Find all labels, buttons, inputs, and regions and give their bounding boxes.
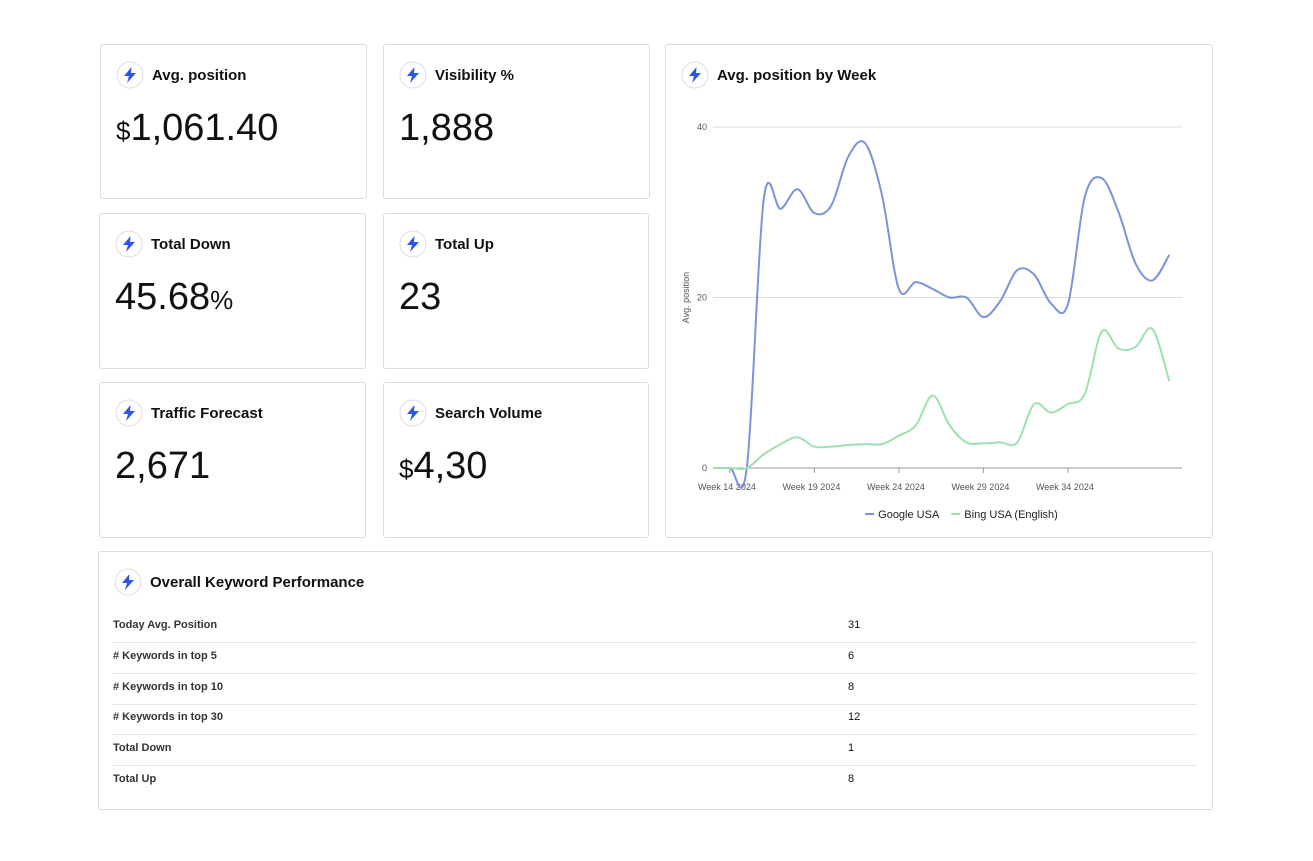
kpi-title: Visibility % <box>435 66 514 84</box>
kpi-card: Avg. position $1,061.40 <box>100 44 367 199</box>
kpi-title: Total Down <box>151 235 231 253</box>
kpi-header: Avg. position <box>116 61 246 89</box>
row-value: 1 <box>848 742 855 755</box>
legend-label: Bing USA (English) <box>964 509 1058 521</box>
row-value: 31 <box>848 619 861 631</box>
icon <box>681 61 709 89</box>
kpi-value: $1,061.40 <box>116 107 278 150</box>
kpi-card: Total Up 23 <box>383 213 649 369</box>
kpi-number: 4,30 <box>413 445 488 487</box>
kpi-card: Traffic Forecast 2,671 <box>99 382 366 538</box>
kpi-prefix: $ <box>116 116 131 146</box>
table-card: Overall Keyword Performance Today Avg. P… <box>98 551 1213 810</box>
y-tick-label: 40 <box>697 122 707 132</box>
table-header: Overall Keyword Performance <box>114 568 364 596</box>
kpi-card: Visibility % 1,888 <box>383 44 650 199</box>
icon <box>115 399 143 427</box>
kpi-title: Search Volume <box>435 404 543 422</box>
kpi-value: 2,671 <box>115 445 210 488</box>
kpi-header: Total Down <box>115 230 231 258</box>
kpi-card: Total Down 45.68% <box>99 213 366 369</box>
kpi-value: 45.68% <box>115 276 233 319</box>
icon <box>114 568 142 596</box>
kpi-number: 23 <box>399 276 442 318</box>
table-row: Total Up 8 <box>113 765 1197 796</box>
kpi-header: Traffic Forecast <box>115 399 263 427</box>
chart-header: Avg. position by Week <box>681 61 876 89</box>
row-value: 12 <box>848 711 861 724</box>
row-label: Total Down <box>113 742 172 755</box>
x-tick-label: Week 24 2024 <box>867 482 925 492</box>
row-label: # Keywords in top 30 <box>113 711 224 724</box>
x-tick-label: Week 19 2024 <box>782 482 840 492</box>
kpi-title: Avg. position <box>152 66 247 84</box>
x-tick-label: Week 34 2024 <box>1036 482 1094 492</box>
chart-title: Avg. position by Week <box>717 66 877 84</box>
y-tick-label: 20 <box>697 293 707 303</box>
kpi-number: 1,061.40 <box>130 107 279 149</box>
kpi-number: 45.68 <box>115 276 211 318</box>
icon <box>115 230 143 258</box>
row-value: 8 <box>848 680 855 693</box>
icon <box>116 61 144 89</box>
table-row: Total Down 1 <box>113 734 1197 767</box>
series-line <box>713 140 1171 489</box>
x-tick-label: Week 29 2024 <box>951 482 1009 492</box>
icon <box>399 399 427 427</box>
row-label: Today Avg. Position <box>113 619 218 631</box>
kpi-header: Search Volume <box>399 399 542 427</box>
kpi-title: Total Up <box>435 235 494 253</box>
row-value: 8 <box>848 773 855 785</box>
x-tick-label: Week 14 2024 <box>698 482 756 492</box>
row-value: 6 <box>848 649 855 662</box>
y-tick-label: 0 <box>702 463 707 473</box>
table-row: Today Avg. Position 31 <box>113 611 1197 643</box>
kpi-number: 1,888 <box>399 107 495 149</box>
table-row: # Keywords in top 30 12 <box>113 703 1197 736</box>
kpi-header: Total Up <box>399 230 494 258</box>
kpi-title: Traffic Forecast <box>151 404 263 422</box>
table-row: # Keywords in top 5 6 <box>113 642 1197 674</box>
table-title: Overall Keyword Performance <box>150 573 365 591</box>
row-label: Total Up <box>113 773 157 785</box>
series-line <box>713 327 1171 470</box>
row-label: # Keywords in top 10 <box>113 680 224 693</box>
chart-card: Avg. position by Week 0 20 40 Avg. position… <box>665 44 1213 538</box>
kpi-number: 2,671 <box>115 445 211 487</box>
y-axis-label: Avg. position <box>681 272 691 323</box>
kpi-value: $4,30 <box>399 445 487 488</box>
legend-label: Google USA <box>878 509 940 521</box>
chart: 0 20 40 Avg. position Week 14 2024 Week 19 20… <box>681 122 1182 521</box>
row-label: # Keywords in top 5 <box>113 649 217 662</box>
icon <box>399 230 427 258</box>
icon <box>399 61 427 89</box>
kpi-value: 23 <box>399 276 441 319</box>
kpi-card: Search Volume $4,30 <box>383 382 649 538</box>
table-row: # Keywords in top 10 8 <box>113 673 1197 705</box>
kpi-value: 1,888 <box>399 107 494 150</box>
kpi-header: Visibility % <box>399 61 514 89</box>
kpi-prefix: $ <box>399 454 414 484</box>
kpi-suffix: % <box>210 285 234 315</box>
